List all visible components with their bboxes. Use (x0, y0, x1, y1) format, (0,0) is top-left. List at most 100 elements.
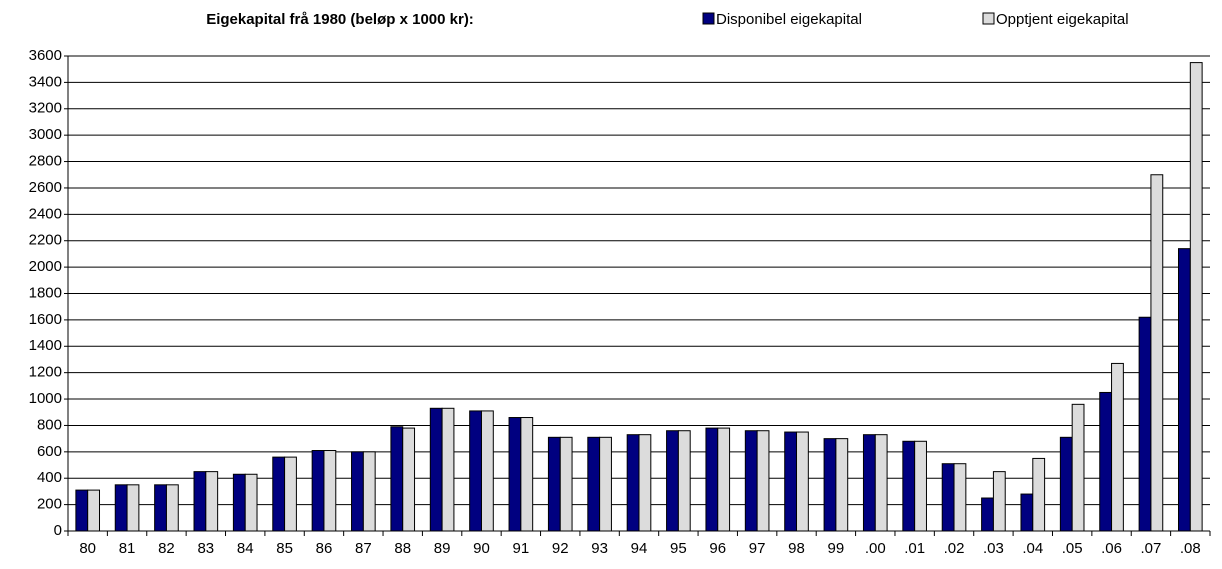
bar (705, 427, 719, 532)
x-tick-label: 83 (197, 540, 214, 557)
x-tick-label: 86 (316, 540, 333, 557)
x-tick-label: 93 (591, 540, 608, 557)
y-tick-label: 400 (37, 469, 62, 486)
x-tick-label: .07 (1141, 540, 1162, 557)
x-tick-label: .00 (865, 540, 886, 557)
y-tick-label: 3000 (29, 126, 62, 143)
x-tick-label: 99 (828, 540, 845, 557)
y-tick-label: 2800 (29, 153, 62, 170)
x-tick-label: 92 (552, 540, 569, 557)
bar (1189, 62, 1203, 532)
bar (823, 438, 837, 532)
y-tick-label: 1800 (29, 284, 62, 301)
x-tick-label: .08 (1180, 540, 1201, 557)
chart-title: Eigekapital frå 1980 (beløp x 1000 kr): (206, 11, 474, 28)
bar (205, 471, 219, 532)
y-tick-label: 0 (54, 522, 62, 539)
bar (559, 436, 573, 532)
x-tick-label: 84 (237, 540, 254, 557)
x-tick-label: 89 (434, 540, 451, 557)
y-tick-label: 3200 (29, 100, 62, 117)
x-tick-label: .02 (944, 540, 965, 557)
legend-label: Opptjent eigekapital (996, 11, 1129, 28)
bar (796, 431, 809, 532)
bar (1071, 403, 1085, 532)
bar (1032, 457, 1046, 532)
x-tick-label: .01 (904, 540, 925, 557)
bar (914, 440, 927, 532)
bar (1020, 493, 1034, 532)
bar (232, 473, 246, 532)
x-tick-label: .04 (1022, 540, 1043, 557)
x-tick-label: 81 (119, 540, 136, 557)
y-tick-label: 3600 (29, 47, 62, 64)
bar (323, 450, 337, 532)
bar (480, 410, 494, 532)
bar (193, 471, 207, 532)
x-tick-label: 88 (394, 540, 411, 557)
bar (953, 463, 967, 532)
bar (362, 451, 376, 532)
bar (154, 484, 167, 532)
bar (429, 407, 443, 532)
bar (402, 427, 416, 532)
bar (351, 451, 364, 532)
bar (862, 434, 876, 532)
x-tick-label: 97 (749, 540, 766, 557)
bar (114, 484, 128, 532)
bar (75, 489, 89, 532)
x-tick-label: 91 (513, 540, 530, 557)
bar (784, 431, 798, 532)
bar (835, 438, 849, 532)
x-tick-label: 90 (473, 540, 490, 557)
legend-swatch (702, 12, 715, 25)
bar (756, 430, 770, 532)
x-tick-label: 80 (79, 540, 96, 557)
x-tick-label: .05 (1062, 540, 1083, 557)
y-tick-label: 1600 (29, 311, 62, 328)
bar (87, 489, 101, 532)
y-tick-label: 3400 (29, 73, 62, 90)
bar (311, 450, 325, 532)
bar (587, 436, 601, 532)
bar (992, 471, 1006, 532)
bar (599, 436, 612, 532)
x-tick-label: 87 (355, 540, 372, 557)
bar (1150, 174, 1164, 532)
y-tick-label: 600 (37, 443, 62, 460)
bar (469, 410, 482, 532)
bar (677, 430, 691, 532)
bar (902, 440, 916, 532)
bar (1177, 248, 1191, 532)
bar (272, 456, 286, 532)
y-tick-label: 200 (37, 496, 62, 513)
bar (520, 417, 534, 532)
y-tick-label: 2400 (29, 205, 62, 222)
legend-swatch (982, 12, 995, 25)
bar (981, 497, 994, 532)
x-tick-label: 82 (158, 540, 175, 557)
bar (744, 430, 758, 532)
bar (390, 426, 404, 532)
x-tick-label: .03 (983, 540, 1004, 557)
y-tick-label: 800 (37, 416, 62, 433)
x-tick-label: 95 (670, 540, 687, 557)
y-tick-label: 1200 (29, 364, 62, 381)
bar (547, 436, 561, 532)
y-tick-label: 2200 (29, 232, 62, 249)
bar (626, 434, 640, 532)
x-tick-label: 94 (631, 540, 648, 557)
bar (165, 484, 179, 532)
bar (874, 434, 888, 532)
y-tick-label: 1000 (29, 390, 62, 407)
bar (1099, 391, 1113, 532)
bar (941, 463, 955, 532)
x-tick-label: .06 (1101, 540, 1122, 557)
bar (284, 456, 297, 532)
legend-label: Disponibel eigekapital (716, 11, 862, 28)
x-tick-label: 98 (788, 540, 805, 557)
y-tick-label: 2600 (29, 179, 62, 196)
bar (1059, 436, 1073, 532)
bar (508, 417, 522, 532)
